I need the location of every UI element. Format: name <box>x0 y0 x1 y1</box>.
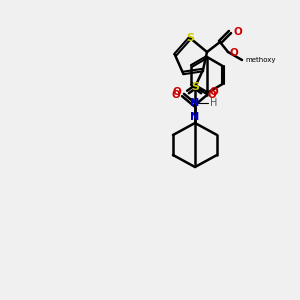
Text: H: H <box>210 98 218 108</box>
Text: N: N <box>190 112 200 122</box>
Text: methoxy: methoxy <box>245 57 275 63</box>
Text: O: O <box>208 90 217 100</box>
Text: O: O <box>230 48 239 58</box>
Text: O: O <box>209 87 218 97</box>
Text: O: O <box>234 27 243 37</box>
Text: S: S <box>191 82 199 92</box>
Text: O: O <box>172 87 181 97</box>
Text: O: O <box>171 90 180 100</box>
Text: S: S <box>186 33 194 43</box>
Text: N: N <box>190 98 200 108</box>
